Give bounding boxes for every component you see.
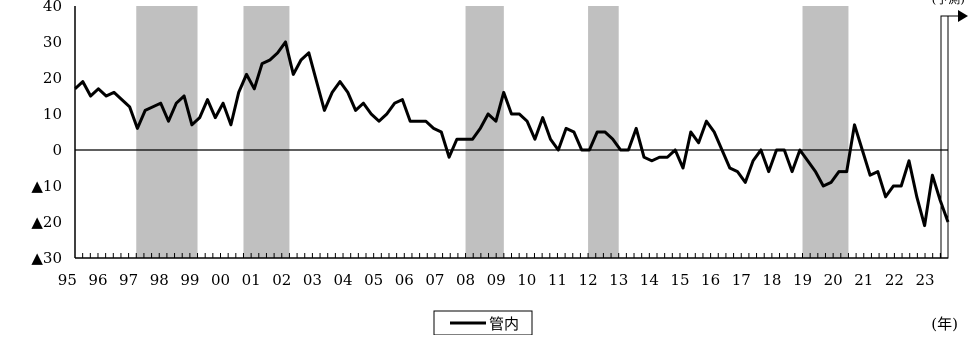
x-tick-label: 06 (395, 271, 414, 289)
x-tick-label: 00 (211, 271, 230, 289)
x-tick-label: 08 (456, 271, 475, 289)
x-tick-label: 01 (242, 271, 261, 289)
recession-band (802, 6, 849, 258)
legend: 管内 (433, 310, 533, 336)
y-tick-label: 40 (43, 0, 62, 15)
x-tick-label: 96 (88, 271, 107, 289)
forecast-label: (予測) (932, 0, 965, 6)
x-tick-label: 20 (824, 271, 843, 289)
y-tick-label: 0 (52, 141, 62, 159)
recession-shading (136, 6, 849, 258)
x-tick-label: 07 (425, 271, 444, 289)
x-tick-label: 95 (58, 271, 77, 289)
series-layer (73, 40, 950, 228)
y-tick-label: 30 (43, 33, 62, 51)
x-tick-label: 11 (548, 271, 567, 289)
x-tick-label: 10 (517, 271, 536, 289)
x-tick-label: 98 (150, 271, 169, 289)
x-axis-unit-label: (年) (931, 315, 958, 333)
x-tick-label: 18 (762, 271, 781, 289)
x-tick-label: 19 (793, 271, 812, 289)
forecast-arrow-head (958, 10, 968, 22)
y-tick-label: ▲30 (31, 249, 62, 267)
y-tick-label: 10 (43, 105, 62, 123)
x-tick-label: 99 (180, 271, 199, 289)
x-tick-label: 15 (670, 271, 689, 289)
x-tick-label: 23 (915, 271, 934, 289)
recession-band (465, 6, 504, 258)
tick-labels: 40 30 20 10 0 ▲10 ▲20 ▲30 95 96 97 98 99 00 01 02 03 04 05… (31, 0, 934, 289)
legend-label: 管内 (489, 315, 519, 333)
y-tick-label: ▲20 (31, 213, 62, 231)
x-tick-label: 21 (854, 271, 873, 289)
x-tick-label: 02 (272, 271, 291, 289)
x-tick-label: 04 (333, 271, 352, 289)
x-tick-label: 12 (579, 271, 598, 289)
x-tick-label: 05 (364, 271, 383, 289)
x-tick-label: 03 (303, 271, 322, 289)
recession-band (136, 6, 198, 258)
forecast-marker: (予測) (932, 0, 968, 259)
x-tick-label: 09 (487, 271, 506, 289)
x-tick-label: 13 (609, 271, 628, 289)
x-tick-label: 97 (119, 271, 138, 289)
y-tick-label: ▲10 (31, 177, 62, 195)
x-tick-label: 22 (885, 271, 904, 289)
x-tick-label: 14 (640, 271, 659, 289)
x-tick-label: 17 (732, 271, 751, 289)
y-tick-label: 20 (43, 69, 62, 87)
series-line (73, 40, 950, 228)
x-tick-label: 16 (701, 271, 720, 289)
